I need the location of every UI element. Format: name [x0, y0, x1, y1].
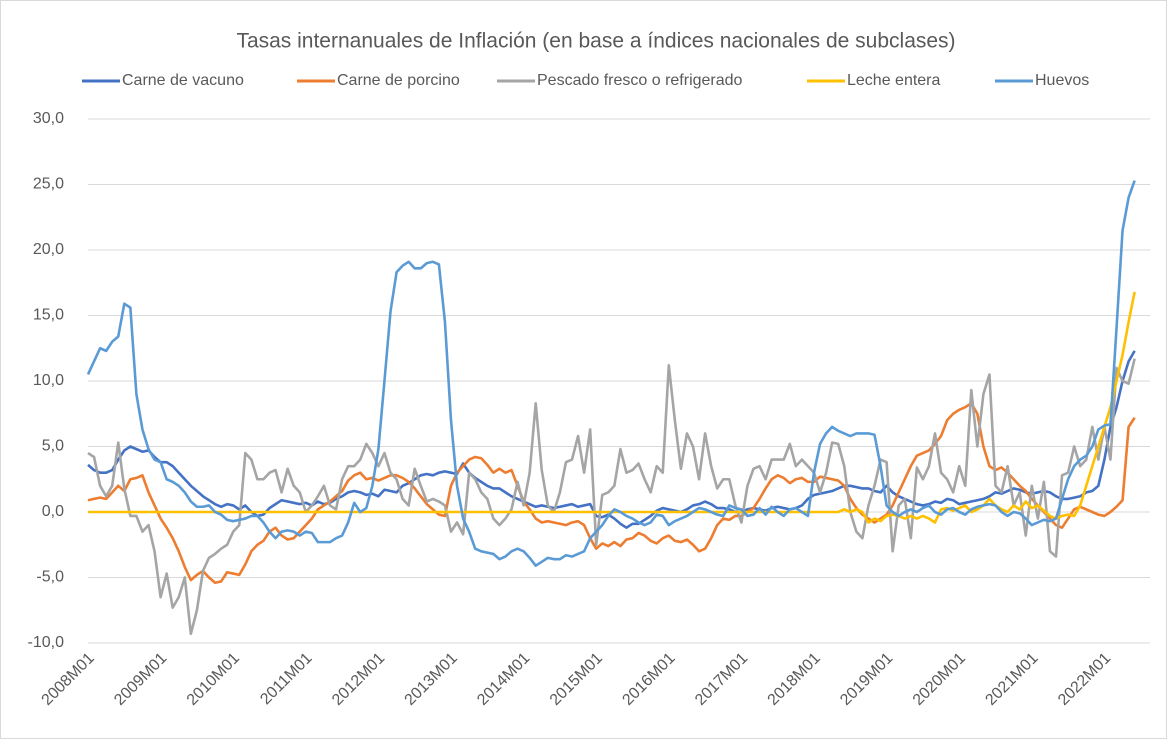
legend-label: Pescado fresco o refrigerado	[537, 72, 743, 89]
y-tick-label: 0,0	[42, 503, 64, 520]
y-tick-label: -5,0	[36, 569, 64, 586]
series-line	[87, 350, 1136, 530]
y-tick-label: 30,0	[33, 110, 64, 127]
legend-label: Carne de porcino	[337, 72, 460, 89]
series-line	[87, 358, 1136, 636]
chart-title: Tasas internanuales de Inflación (en bas…	[236, 30, 955, 53]
legend-label: Huevos	[1035, 72, 1089, 89]
y-tick-label: 15,0	[33, 307, 64, 324]
y-tick-label: 5,0	[42, 438, 64, 455]
legend-label: Leche entera	[847, 72, 941, 89]
series-line	[86, 180, 1136, 568]
y-tick-label: 20,0	[33, 241, 64, 258]
y-tick-label: -10,0	[28, 634, 65, 651]
legend-label: Carne de vacuno	[122, 72, 244, 89]
series-line	[87, 401, 1136, 585]
y-tick-label: 25,0	[33, 176, 64, 193]
y-tick-label: 10,0	[33, 372, 64, 389]
